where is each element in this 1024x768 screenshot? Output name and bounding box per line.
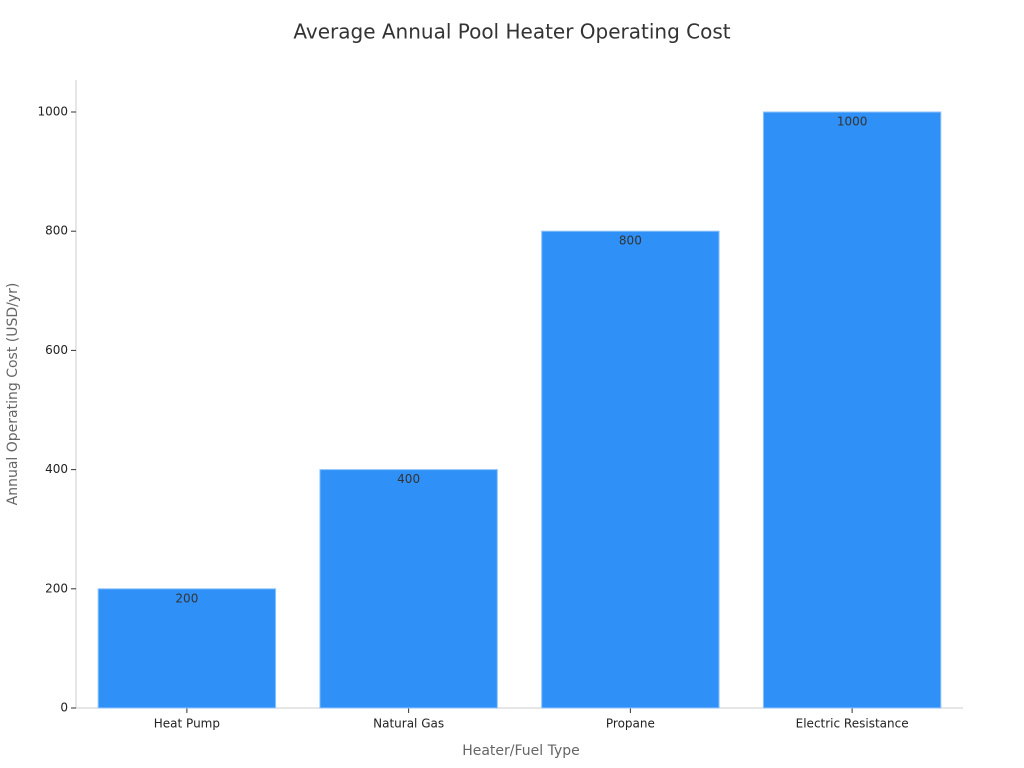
- y-tick-label: 1000: [37, 105, 68, 119]
- x-axis-label: Heater/Fuel Type: [462, 743, 580, 759]
- chart-title: Average Annual Pool Heater Operating Cos…: [293, 20, 730, 44]
- data-label: 200: [175, 591, 198, 605]
- y-tick-label: 800: [45, 224, 68, 238]
- x-tick-label: Electric Resistance: [796, 717, 909, 731]
- bar: [319, 469, 498, 709]
- y-tick-label: 0: [60, 701, 68, 715]
- x-tick-label: Propane: [606, 717, 655, 731]
- x-tick-label: Natural Gas: [373, 717, 444, 731]
- y-tick-label: 600: [45, 343, 68, 357]
- bar: [541, 230, 720, 709]
- y-tick-label: 200: [45, 581, 68, 595]
- x-tick-label: Heat Pump: [154, 717, 220, 731]
- bar: [762, 111, 942, 709]
- data-label: 800: [619, 234, 642, 248]
- data-label: 1000: [837, 115, 868, 129]
- data-label: 400: [397, 472, 420, 486]
- y-tick-label: 400: [45, 462, 68, 476]
- y-axis-label: Annual Operating Cost (USD/yr): [5, 283, 21, 506]
- bar: [97, 588, 277, 709]
